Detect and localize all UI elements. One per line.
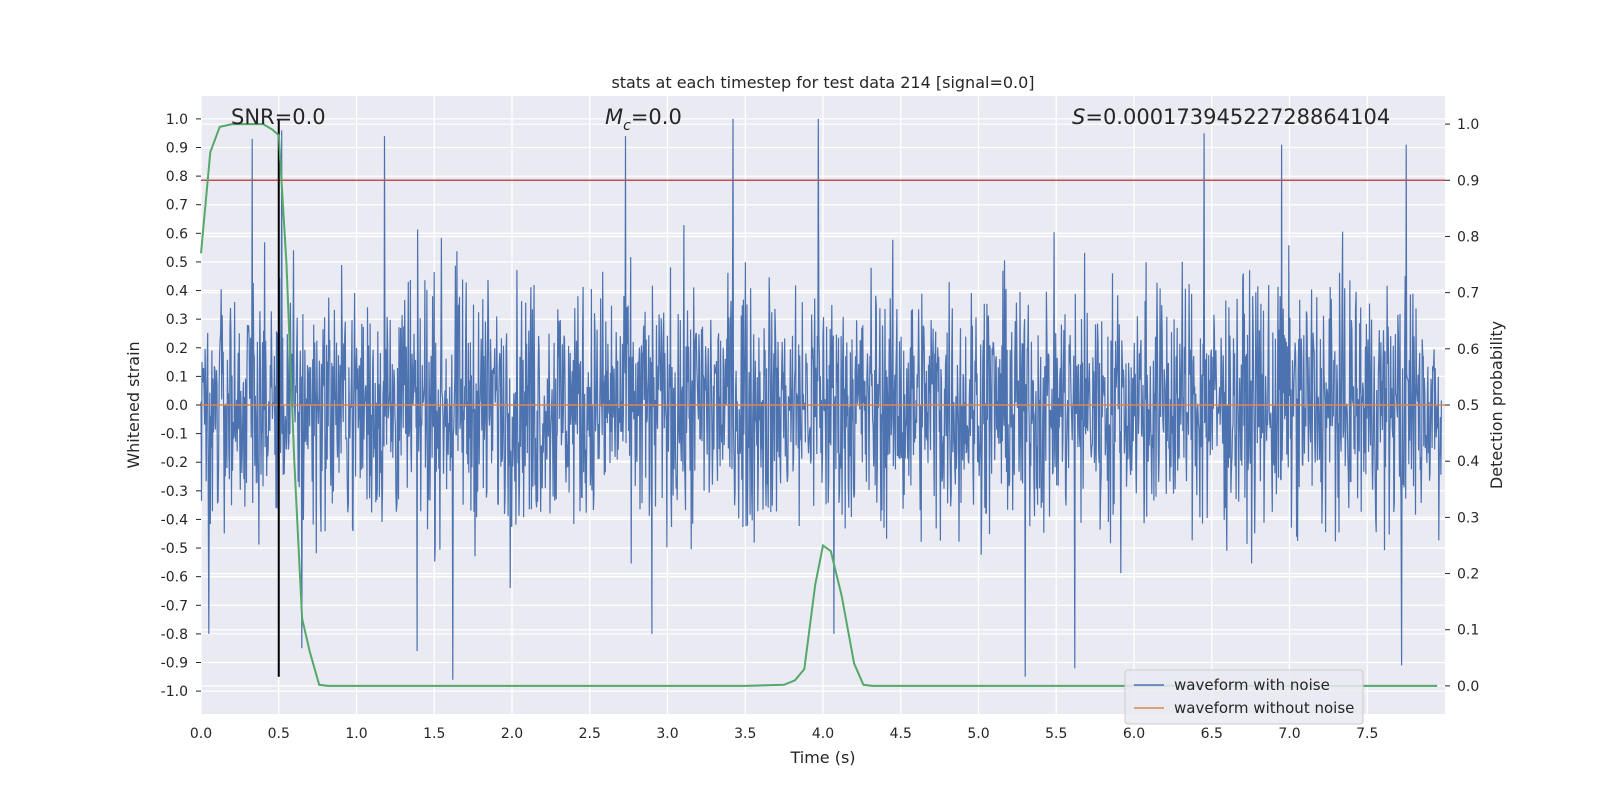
left-y-tick-label: -0.2 (161, 455, 188, 471)
legend-label-clean: waveform without noise (1174, 699, 1354, 717)
right-y-tick-label: 0.1 (1457, 623, 1479, 639)
x-tick-label: 0.0 (190, 726, 212, 742)
x-tick-label: 4.0 (812, 726, 834, 742)
right-y-tick-label: 0.5 (1457, 398, 1479, 414)
x-tick-label: 2.5 (579, 726, 601, 742)
left-y-tick-label: -0.1 (161, 427, 188, 443)
right-y-tick-label: 0.9 (1457, 173, 1479, 189)
x-tick-label: 6.5 (1201, 726, 1223, 742)
right-y-tick-label: 0.2 (1457, 567, 1479, 583)
legend: waveform with noise waveform without noi… (1124, 669, 1364, 725)
left-y-tick-label: 0.5 (166, 255, 188, 271)
x-axis-label: Time (s) (789, 748, 855, 767)
left-y-axis-label: Whitened strain (124, 341, 143, 468)
x-tick-label: 7.0 (1278, 726, 1300, 742)
right-y-tick-label: 0.4 (1457, 454, 1479, 470)
x-tick-label: 0.5 (268, 726, 290, 742)
left-y-tick-label: -1.0 (161, 684, 188, 700)
right-y-tick-label: 0.0 (1457, 679, 1479, 695)
x-tick-label: 5.5 (1045, 726, 1067, 742)
left-y-tick-label: -0.6 (161, 570, 188, 586)
x-tick-label: 6.0 (1123, 726, 1145, 742)
chirp-mass-annotation: Mc=0.0 (605, 105, 682, 134)
waveform-with-noise-line (200, 118, 1442, 680)
right-y-tick-label: 0.3 (1457, 510, 1479, 526)
right-y-tick-label: 0.8 (1457, 229, 1479, 245)
right-y-axis-label: Detection probability (1487, 321, 1506, 489)
chirp-mass-subscript: c (623, 118, 631, 134)
detection-probability-line (200, 123, 1438, 687)
x-tick-label: 1.0 (345, 726, 367, 742)
x-tick-label: 2.0 (501, 726, 523, 742)
score-symbol: S (1072, 105, 1085, 129)
right-y-tick-labels: 1.0 0.9 0.8 0.7 0.6 0.5 0.4 0.3 0.2 0.1 0.0 (1445, 117, 1479, 695)
left-y-tick-label: 0.9 (166, 141, 188, 157)
right-y-tick-label: 0.6 (1457, 342, 1479, 358)
left-y-tick-label: 1.0 (166, 112, 188, 128)
left-y-tick-label: 0.4 (166, 284, 188, 300)
left-y-tick-label: 0.8 (166, 169, 188, 185)
left-y-tick-label: -0.8 (161, 627, 188, 643)
chart-title: stats at each timestep for test data 214… (611, 73, 1034, 92)
left-y-tick-labels: 1.0 0.9 0.8 0.7 0.6 0.5 0.4 0.3 0.2 0.1 0.0 -0.1 -0.… (161, 112, 201, 700)
x-tick-label: 1.5 (423, 726, 445, 742)
snr-annotation: SNR=0.0 (231, 105, 326, 129)
left-y-tick-label: 0.3 (166, 312, 188, 328)
x-tick-label: 4.5 (890, 726, 912, 742)
legend-box (1124, 669, 1364, 725)
chirp-mass-value: =0.0 (631, 105, 682, 129)
score-value: =0.00017394522728864104 (1085, 105, 1390, 129)
left-y-tick-label: 0.7 (166, 198, 188, 214)
score-annotation: S=0.00017394522728864104 (1072, 105, 1390, 129)
right-y-tick-label: 1.0 (1457, 117, 1479, 133)
left-y-tick-label: 0.6 (166, 226, 188, 242)
x-tick-label: 7.5 (1356, 726, 1378, 742)
left-y-tick-label: 0.0 (166, 398, 188, 414)
left-y-tick-label: 0.2 (166, 341, 188, 357)
left-y-tick-label: -0.4 (161, 512, 188, 528)
x-tick-labels: 0.0 0.5 1.0 1.5 2.0 2.5 3.0 3.5 4.0 4.5 5.0 5.5 6.0 6… (190, 726, 1379, 742)
x-tick-label: 5.0 (967, 726, 989, 742)
left-y-tick-label: -0.3 (161, 484, 188, 500)
chirp-mass-symbol: M (605, 105, 623, 129)
left-y-tick-label: -0.5 (161, 541, 188, 557)
x-tick-label: 3.5 (734, 726, 756, 742)
left-y-tick-label: -0.7 (161, 598, 188, 614)
left-y-tick-label: -0.9 (161, 656, 188, 672)
right-y-tick-label: 0.7 (1457, 286, 1479, 302)
left-y-tick-label: 0.1 (166, 369, 188, 385)
legend-label-noise: waveform with noise (1174, 676, 1330, 694)
x-tick-label: 3.0 (656, 726, 678, 742)
